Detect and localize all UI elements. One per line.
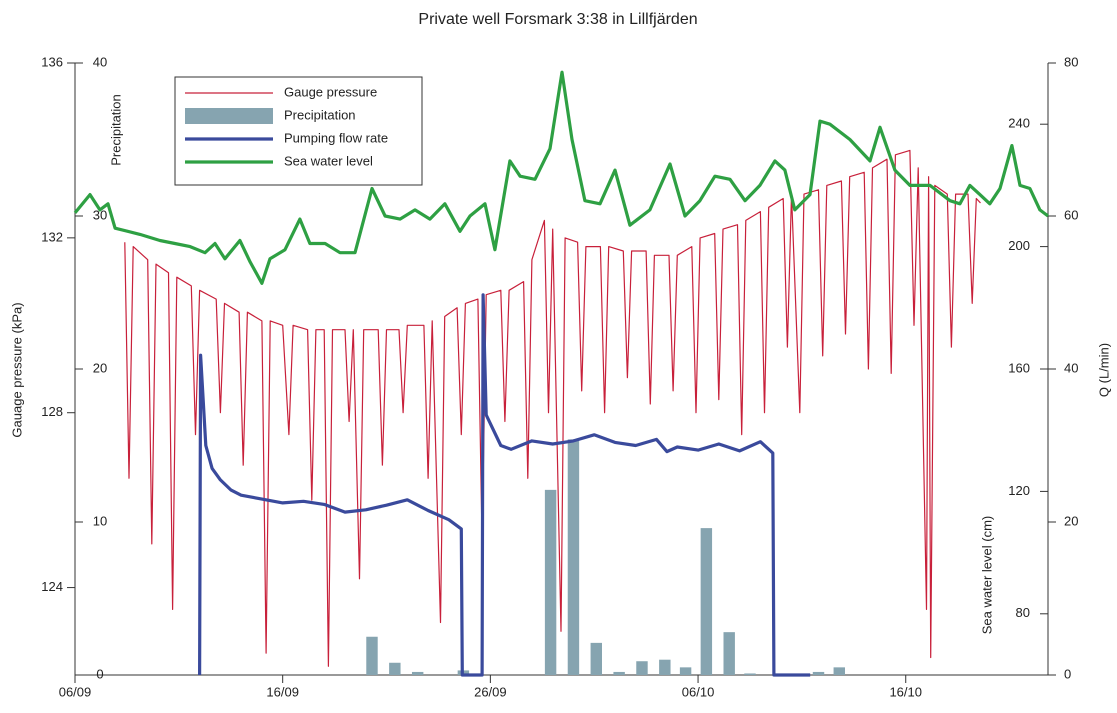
precipitation-bar	[636, 661, 648, 675]
precipitation-bar	[389, 662, 401, 675]
y-tick-label: 80	[1016, 605, 1030, 620]
x-tick-label: 06/09	[59, 684, 92, 699]
legend-swatch	[185, 108, 273, 124]
precipitation-bar	[411, 671, 424, 675]
precipitation-bar	[812, 671, 825, 675]
legend-label: Precipitation	[284, 107, 356, 122]
y-tick-label: 60	[1064, 207, 1078, 222]
axis-title: Q (L/min)	[1096, 343, 1111, 397]
y-tick-label: 136	[41, 54, 63, 69]
y-tick-label: 200	[1008, 238, 1030, 253]
legend-label: Gauge pressure	[284, 84, 377, 99]
x-tick-label: 16/10	[889, 684, 922, 699]
axis-title: Gauage pressure (kPa)	[9, 302, 24, 437]
legend-label: Sea water level	[284, 153, 373, 168]
legend-label: Pumping flow rate	[284, 130, 388, 145]
legend-box	[174, 76, 423, 186]
precipitation-bar	[833, 667, 845, 675]
y-tick-label: 40	[1064, 360, 1078, 375]
precipitation-bar	[544, 489, 557, 675]
precipitation-bar	[590, 642, 602, 675]
series-line	[198, 293, 811, 677]
series-line	[73, 70, 1049, 285]
precipitation-bar	[567, 439, 580, 675]
series-line	[124, 149, 981, 667]
y-tick-label: 124	[41, 579, 63, 594]
y-tick-label: 128	[41, 404, 63, 419]
y-tick-label: 20	[93, 360, 107, 375]
x-tick-label: 16/09	[266, 684, 299, 699]
y-tick-label: 20	[1064, 513, 1078, 528]
y-tick-label: 132	[41, 229, 63, 244]
x-tick-label: 26/09	[474, 684, 507, 699]
chart-title: Private well Forsmark 3:38 in Lillfjärde…	[418, 11, 697, 28]
precipitation-bar	[723, 632, 735, 675]
precipitation-bar	[700, 528, 713, 675]
precipitation-bar	[744, 673, 756, 675]
axis-title: Precipitation	[108, 94, 123, 166]
y-tick-label: 30	[93, 207, 107, 222]
y-tick-label: 80	[1064, 54, 1078, 69]
y-tick-label: 240	[1008, 116, 1030, 131]
y-tick-label: 40	[93, 54, 107, 69]
precipitation-bar	[659, 659, 671, 675]
axis-title: Sea water level (cm)	[979, 516, 994, 634]
x-tick-label: 06/10	[682, 684, 715, 699]
precipitation-bar	[366, 636, 378, 675]
y-tick-label: 160	[1008, 360, 1030, 375]
y-tick-label: 120	[1008, 483, 1030, 498]
y-tick-label: 0	[96, 666, 103, 681]
y-tick-label: 0	[1064, 666, 1071, 681]
y-tick-label: 10	[93, 513, 107, 528]
precipitation-bar	[679, 667, 692, 675]
precipitation-bar	[613, 671, 625, 675]
